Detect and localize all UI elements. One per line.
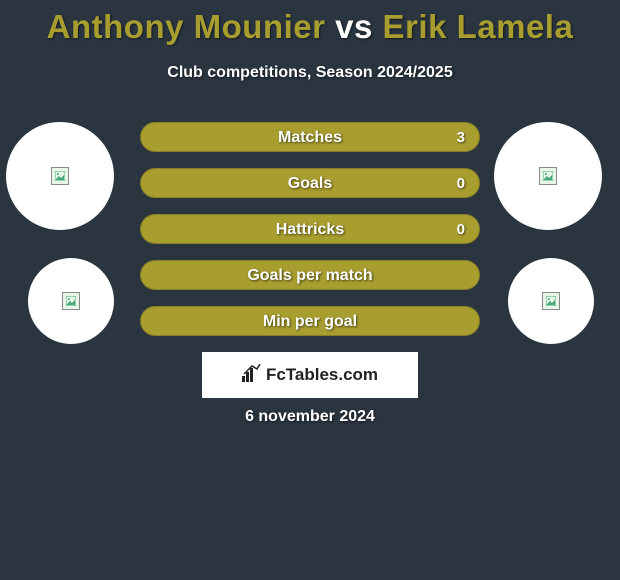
brand-box: FcTables.com bbox=[202, 352, 418, 398]
stat-label: Hattricks bbox=[141, 215, 479, 245]
right-avatar-0 bbox=[494, 122, 602, 230]
stat-value-right: 3 bbox=[457, 123, 465, 153]
left-avatar-1 bbox=[28, 258, 114, 344]
stat-value-right: 0 bbox=[457, 215, 465, 245]
vs-word: vs bbox=[335, 8, 373, 45]
stat-row: Goals0 bbox=[140, 168, 480, 198]
player2-name: Erik Lamela bbox=[383, 8, 574, 45]
broken-image-icon bbox=[51, 167, 69, 185]
stat-row: Min per goal bbox=[140, 306, 480, 336]
brand-text: FcTables.com bbox=[266, 365, 378, 385]
comparison-title: Anthony Mounier vs Erik Lamela bbox=[0, 0, 620, 46]
broken-image-icon bbox=[539, 167, 557, 185]
stat-row: Goals per match bbox=[140, 260, 480, 290]
bar-chart-icon bbox=[242, 364, 262, 387]
player1-name: Anthony Mounier bbox=[47, 8, 326, 45]
broken-image-icon bbox=[542, 292, 560, 310]
stat-row: Hattricks0 bbox=[140, 214, 480, 244]
stats-container: Matches3Goals0Hattricks0Goals per matchM… bbox=[140, 122, 480, 352]
stat-label: Goals per match bbox=[141, 261, 479, 291]
right-avatar-1 bbox=[508, 258, 594, 344]
competition-subtitle: Club competitions, Season 2024/2025 bbox=[0, 64, 620, 82]
stat-label: Matches bbox=[141, 123, 479, 153]
broken-image-icon bbox=[62, 292, 80, 310]
left-avatar-0 bbox=[6, 122, 114, 230]
stat-label: Min per goal bbox=[141, 307, 479, 337]
stat-row: Matches3 bbox=[140, 122, 480, 152]
stat-value-right: 0 bbox=[457, 169, 465, 199]
date-text: 6 november 2024 bbox=[0, 408, 620, 426]
stat-label: Goals bbox=[141, 169, 479, 199]
